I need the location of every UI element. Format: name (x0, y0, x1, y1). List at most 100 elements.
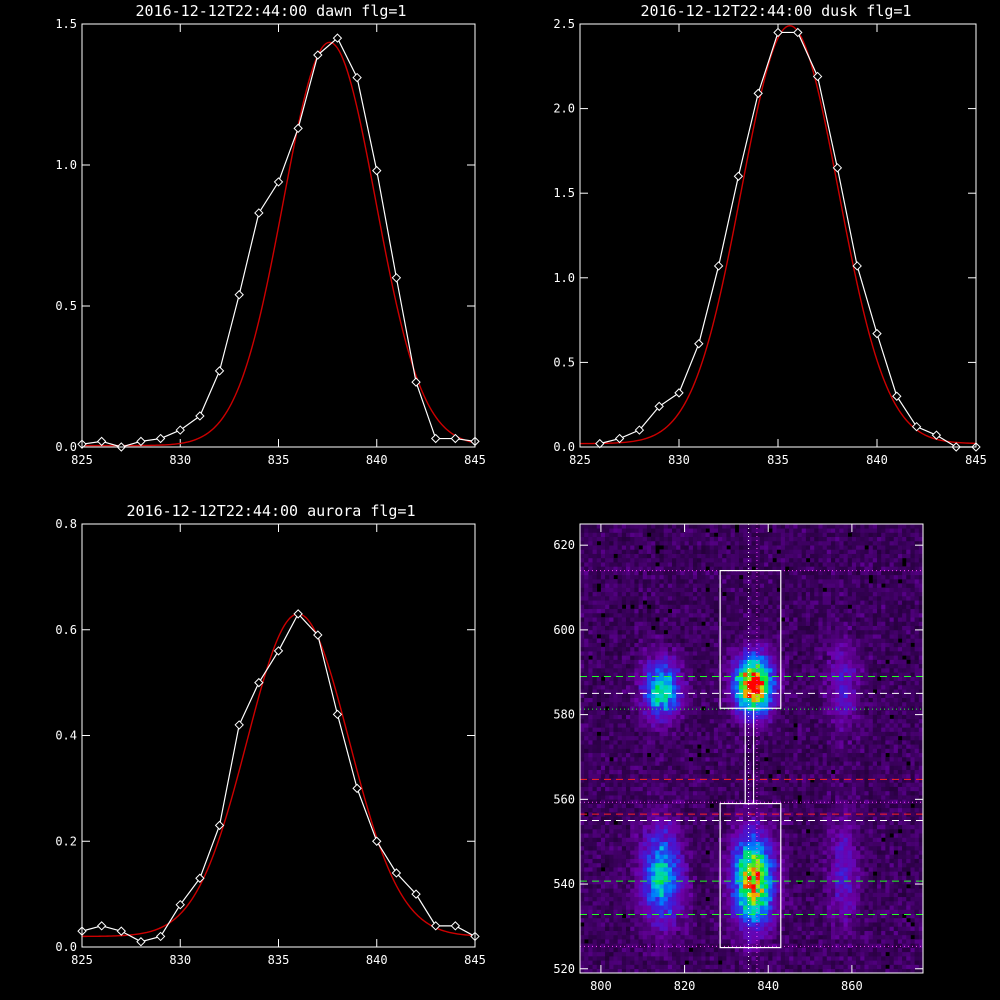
heatmap-cell (705, 790, 710, 796)
heatmap-cell (885, 769, 890, 775)
heatmap-cell (872, 964, 878, 970)
heatmap-cell (793, 956, 798, 961)
heatmap-cell (797, 727, 802, 732)
heatmap-cell (663, 862, 669, 868)
heatmap-cell (613, 968, 618, 974)
heatmap-cell (726, 786, 731, 792)
heatmap-cell (709, 951, 715, 957)
heatmap-cell (592, 731, 598, 737)
heatmap-cell (914, 752, 920, 758)
heatmap-cell (659, 956, 664, 961)
heatmap-cell (889, 824, 895, 830)
heatmap-cell (692, 820, 698, 826)
heatmap-cell (580, 871, 585, 876)
heatmap-cell (659, 875, 664, 881)
heatmap-cell (897, 803, 903, 809)
heatmap-cell (600, 786, 606, 792)
heatmap-cell (672, 896, 677, 902)
heatmap-cell (651, 888, 656, 893)
heatmap-cell (897, 845, 903, 851)
heatmap-cell (588, 930, 593, 936)
heatmap-cell (797, 939, 802, 944)
heatmap-cell (621, 960, 627, 965)
heatmap-cell (772, 816, 777, 821)
heatmap-cell (592, 782, 598, 787)
heatmap-cell (897, 884, 903, 889)
heatmap-cell (839, 778, 844, 783)
heatmap-cell (759, 871, 765, 876)
heatmap-cell (596, 968, 602, 974)
heatmap-cell (872, 845, 878, 851)
heatmap-cell (676, 960, 681, 965)
heatmap-cell (705, 723, 710, 728)
heatmap-cell (646, 850, 652, 855)
heatmap-cell (634, 960, 639, 965)
heatmap-cell (709, 841, 715, 847)
heatmap-cell (764, 896, 769, 902)
heatmap-cell (713, 926, 719, 931)
heatmap-cell (584, 761, 589, 766)
heatmap-cell (759, 854, 765, 859)
heatmap-cell (839, 854, 844, 859)
heatmap-cell (780, 803, 786, 809)
heatmap-cell (676, 900, 681, 906)
heatmap-cell (797, 922, 802, 927)
heatmap-cell (713, 913, 719, 919)
heatmap-cell (826, 896, 832, 902)
heatmap-cell (872, 778, 878, 783)
heatmap-cell (584, 807, 589, 813)
heatmap-cell (835, 756, 840, 762)
heatmap-cell (722, 833, 727, 838)
heatmap-cell (697, 833, 702, 838)
heatmap-cell (814, 769, 819, 775)
heatmap-cell (876, 926, 882, 931)
heatmap-cell (835, 820, 840, 826)
heatmap-cell (713, 922, 719, 927)
heatmap-cell (747, 875, 752, 881)
heatmap-cell (672, 926, 677, 931)
heatmap-cell (910, 812, 915, 817)
heatmap-cell (747, 828, 752, 834)
heatmap-cell (772, 909, 777, 914)
heatmap-cell (768, 790, 773, 796)
heatmap-cell (868, 790, 874, 796)
heatmap-cell (902, 752, 907, 758)
heatmap-cell (718, 723, 723, 728)
heatmap-cell (897, 879, 903, 885)
heatmap-cell (718, 799, 723, 804)
heatmap-cell (709, 812, 715, 817)
heatmap-cell (776, 723, 782, 728)
heatmap-cell (646, 930, 652, 936)
heatmap-cell (722, 761, 727, 766)
heatmap-cell (630, 930, 635, 936)
heatmap-cell (885, 799, 890, 804)
heatmap-cell (588, 727, 593, 732)
heatmap-cell (580, 769, 585, 775)
heatmap-cell (642, 896, 648, 902)
heatmap-cell (801, 735, 807, 741)
heatmap-cell (726, 803, 731, 809)
heatmap-cell (638, 922, 644, 927)
heatmap-cell (730, 756, 736, 762)
heatmap-cell (780, 828, 786, 834)
heatmap-cell (718, 790, 723, 796)
heatmap-cell (797, 875, 802, 881)
heatmap-cell (851, 913, 857, 919)
heatmap-cell (634, 951, 639, 957)
heatmap-cell (580, 854, 585, 859)
heatmap-cell (609, 913, 614, 919)
heatmap-cell (697, 820, 702, 826)
heatmap-cell (793, 748, 798, 754)
heatmap-cell (592, 727, 598, 732)
heatmap-cell (630, 828, 635, 834)
heatmap-cell (697, 939, 702, 944)
heatmap-cell (672, 807, 677, 813)
heatmap-cell (646, 816, 652, 821)
heatmap-cell (789, 748, 794, 754)
heatmap-cell (864, 875, 869, 881)
heatmap-cell (768, 803, 773, 809)
heatmap-cell (843, 888, 848, 893)
heatmap-cell (709, 854, 715, 859)
heatmap-cell (851, 803, 857, 809)
heatmap-cell (784, 744, 790, 749)
